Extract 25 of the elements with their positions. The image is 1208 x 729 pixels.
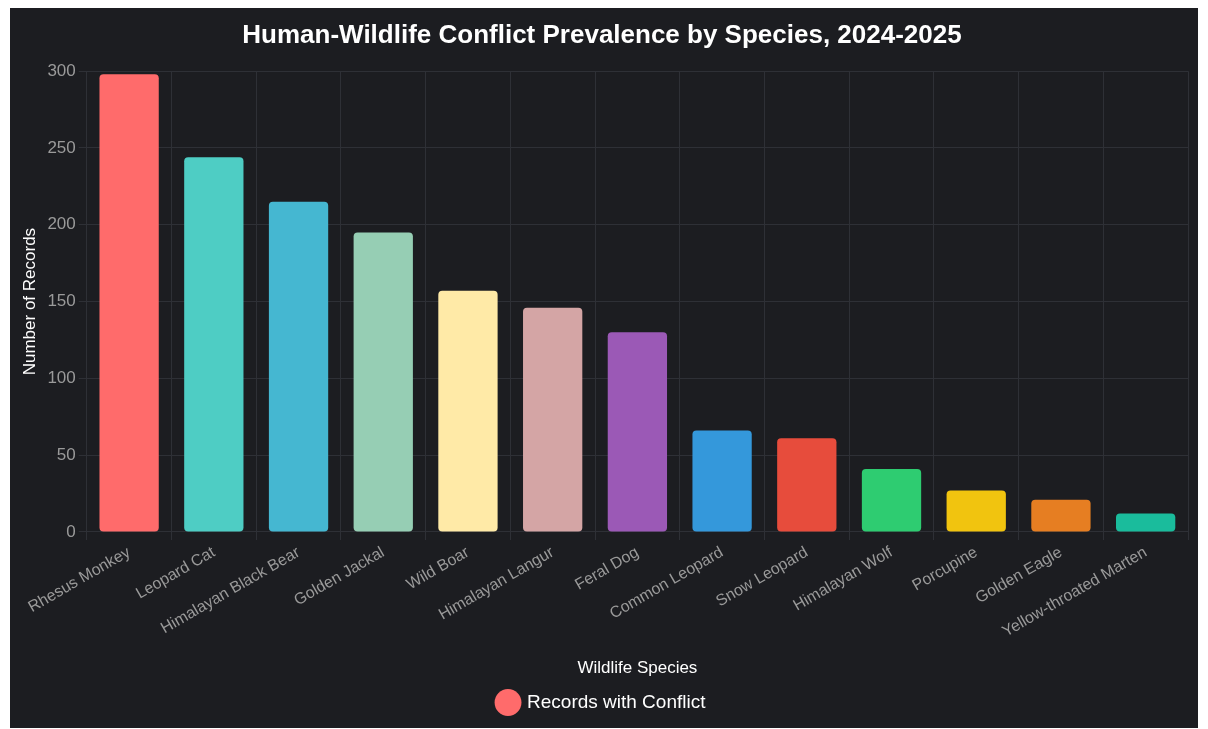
bar [777,438,837,532]
bar [861,469,922,532]
bar [692,430,752,532]
y-tick-label: 100 [47,368,76,388]
x-tick-label: Feral Dog [571,543,642,593]
bar [268,201,329,532]
bar [353,232,413,532]
chart-title: Human-Wildlife Conflict Prevalence by Species, 2024-2025 [242,18,962,49]
y-tick-label: 200 [47,214,76,234]
bar [607,332,668,532]
x-axis-title: Wildlife Species [577,658,698,678]
legend-label: Records with Conflict [527,690,707,712]
bar [1031,499,1091,532]
bar [438,290,498,532]
bar [946,490,1006,532]
y-tick-label: 50 [56,444,76,464]
bar [523,307,583,532]
bar [1116,513,1176,532]
y-tick-label: 300 [47,60,76,80]
y-tick-label: 150 [47,291,76,311]
bar [99,74,159,532]
y-axis-title: Number of Records [19,227,39,376]
y-tick-label: 0 [66,521,76,541]
bar [184,157,244,532]
y-tick-label: 250 [47,137,76,157]
